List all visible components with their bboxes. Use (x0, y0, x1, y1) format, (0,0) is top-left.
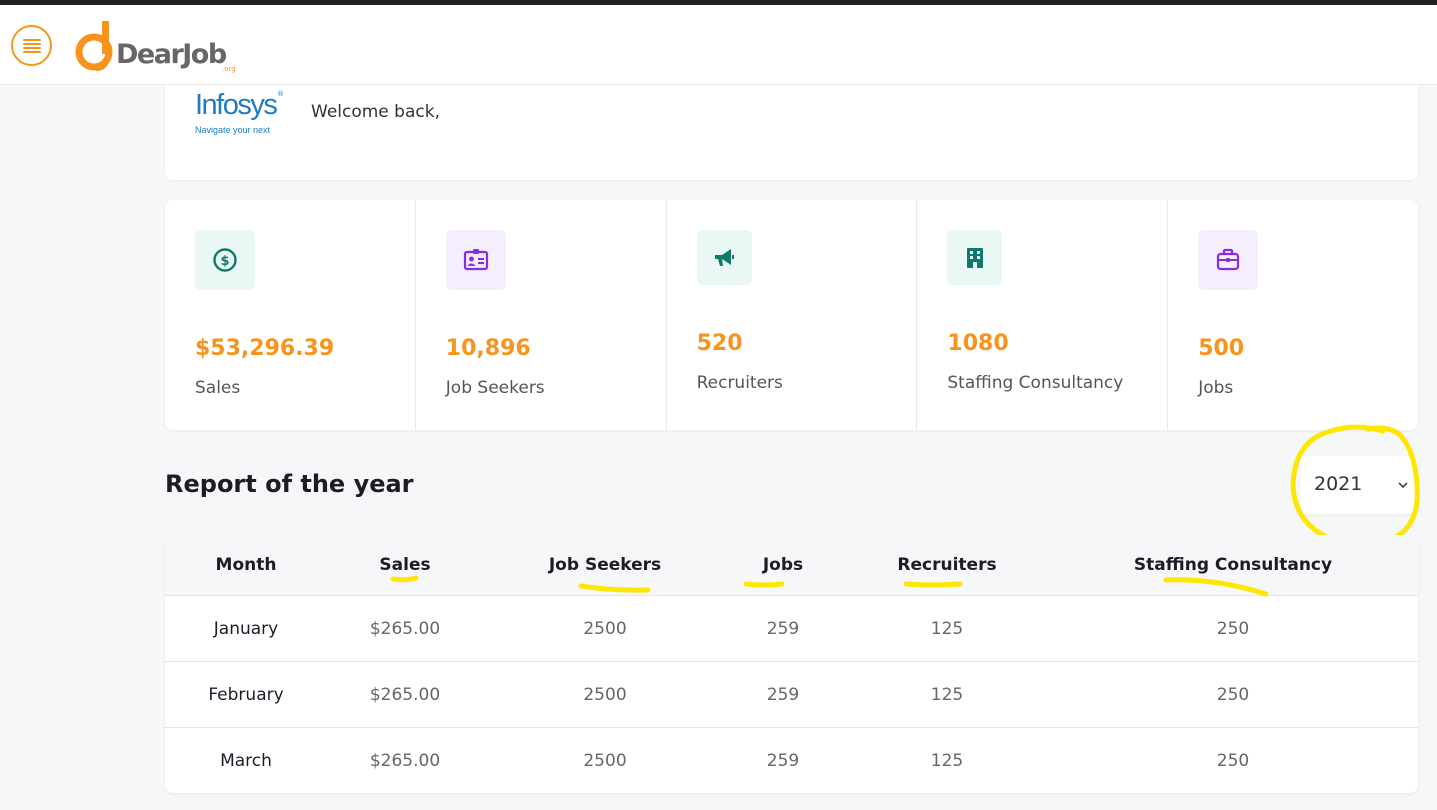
stats-card: $ $53,296.39 Sales 10,896 Job Seekers (165, 200, 1418, 430)
cell-job-seekers: 2500 (583, 619, 627, 639)
cell-job-seekers: 2500 (583, 685, 627, 705)
cell-staffing-consultancy: 250 (1216, 619, 1250, 639)
column-header-jobs[interactable]: Jobs (762, 555, 804, 575)
id-card-icon (445, 230, 506, 290)
table-header: Month Sales Job Seekers Jobs Recruiters … (165, 535, 1418, 596)
top-header: DearJob .org (0, 5, 1437, 85)
cell-recruiters: 125 (930, 751, 964, 771)
dearjob-d-mark-icon (75, 21, 113, 71)
stat-sales: $ $53,296.39 Sales (165, 200, 416, 430)
cell-month: January (213, 619, 279, 639)
company-logo-name: Infosys (195, 89, 278, 121)
table-row: March $265.00 2500 259 125 250 (165, 728, 1418, 793)
stat-staffing-consultancy: 1080 Staffing Consultancy (917, 200, 1169, 430)
stat-label: Job Seekers (445, 378, 545, 398)
column-header-recruiters[interactable]: Recruiters (897, 555, 997, 575)
cell-jobs: 259 (766, 751, 800, 771)
year-select[interactable]: 2021 (1300, 456, 1418, 514)
stat-recruiters: 520 Recruiters (667, 200, 918, 430)
column-header-staffing-consultancy[interactable]: Staffing Consultancy (1133, 555, 1333, 575)
stat-job-seekers: 10,896 Job Seekers (416, 200, 667, 430)
briefcase-icon (1198, 230, 1259, 290)
cell-recruiters: 125 (930, 619, 964, 639)
menu-button[interactable] (11, 25, 52, 66)
cell-sales: $265.00 (369, 751, 441, 771)
cell-jobs: 259 (766, 685, 800, 705)
welcome-card: Infosys ® Navigate your next Welcome bac… (165, 85, 1418, 180)
stat-value: $53,296.39 (195, 336, 335, 361)
table-row: February $265.00 2500 259 125 250 (165, 662, 1418, 728)
column-header-sales[interactable]: Sales (379, 555, 431, 575)
stat-value: 520 (696, 331, 743, 356)
stat-label: Sales (195, 378, 241, 398)
table-row: January $265.00 2500 259 125 250 (165, 596, 1418, 662)
year-select-value: 2021 (1314, 473, 1363, 495)
welcome-text: Welcome back, (311, 102, 440, 122)
building-icon (947, 230, 1003, 285)
hamburger-icon (22, 38, 41, 53)
cell-sales: $265.00 (369, 685, 441, 705)
cell-jobs: 259 (766, 619, 800, 639)
stat-value: 1080 (947, 331, 1009, 356)
cell-staffing-consultancy: 250 (1216, 685, 1250, 705)
stat-value: 10,896 (445, 336, 531, 361)
cell-sales: $265.00 (369, 619, 441, 639)
megaphone-icon (696, 230, 752, 285)
dollar-icon: $ (195, 230, 255, 290)
cell-month: February (208, 685, 284, 705)
cell-recruiters: 125 (930, 685, 964, 705)
company-logo: Infosys ® Navigate your next (195, 89, 295, 139)
dearjob-logo[interactable]: DearJob .org (74, 19, 244, 75)
report-title: Report of the year (165, 470, 414, 498)
brand-suffix: .org (222, 65, 236, 73)
stat-value: 500 (1198, 336, 1245, 361)
stat-label: Jobs (1198, 378, 1234, 398)
brand-name: DearJob (116, 39, 227, 70)
window-top-strip (0, 0, 1437, 5)
company-logo-tagline: Navigate your next (195, 125, 271, 135)
company-logo-reg: ® (277, 90, 284, 98)
stat-label: Staffing Consultancy (947, 373, 1124, 393)
svg-text:$: $ (220, 254, 229, 269)
cell-staffing-consultancy: 250 (1216, 751, 1250, 771)
chevron-down-icon (1398, 482, 1408, 489)
column-header-month[interactable]: Month (215, 555, 277, 575)
stat-label: Recruiters (696, 373, 783, 393)
cell-job-seekers: 2500 (583, 751, 627, 771)
report-table: Month Sales Job Seekers Jobs Recruiters … (165, 535, 1418, 793)
cell-month: March (220, 751, 272, 771)
column-header-job-seekers[interactable]: Job Seekers (548, 555, 662, 575)
stat-jobs: 500 Jobs (1168, 200, 1418, 430)
